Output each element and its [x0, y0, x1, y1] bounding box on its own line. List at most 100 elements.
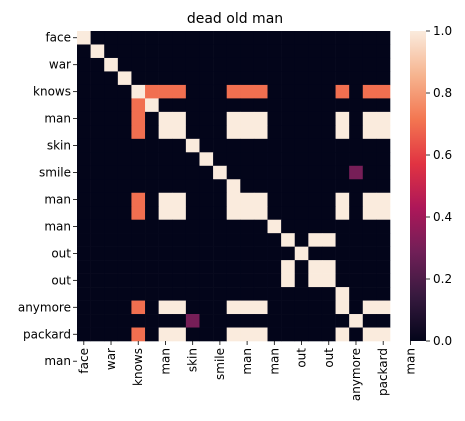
heatmap-cell — [308, 219, 323, 234]
heatmap-cell — [294, 125, 309, 140]
heatmap-cell — [172, 273, 187, 288]
heatmap-cell — [376, 314, 391, 328]
heatmap-cell — [185, 206, 200, 220]
heatmap-cell — [294, 246, 309, 261]
heatmap-cell — [90, 300, 105, 315]
heatmap-cell — [294, 57, 309, 72]
heatmap-cell — [308, 138, 323, 153]
heatmap-cell — [104, 57, 119, 72]
heatmap-cell — [145, 260, 159, 274]
heatmap-cell — [362, 111, 377, 126]
heatmap-cell — [308, 233, 323, 247]
heatmap-cell — [145, 152, 159, 167]
heatmap-cell — [131, 152, 146, 167]
heatmap-cell — [145, 138, 159, 153]
heatmap-cell — [294, 44, 309, 59]
heatmap-cell — [267, 165, 282, 180]
heatmap-cell — [145, 44, 159, 59]
heatmap-cell — [349, 206, 364, 220]
heatmap-cell — [117, 233, 132, 247]
heatmap-cell — [240, 98, 255, 113]
heatmap-cell — [117, 219, 132, 234]
heatmap-cell — [294, 314, 309, 328]
heatmap-cell — [117, 179, 132, 194]
heatmap-cell — [199, 327, 214, 342]
heatmap-cell — [294, 84, 309, 99]
heatmap-cell — [308, 192, 323, 207]
heatmap-cell — [104, 31, 119, 45]
heatmap-cell — [213, 287, 227, 301]
heatmap-cell — [185, 314, 200, 328]
heatmap-cell — [90, 273, 105, 288]
heatmap-cell — [308, 327, 323, 342]
heatmap-cell — [240, 219, 255, 234]
heatmap-cell — [349, 71, 364, 86]
heatmap-cell — [77, 192, 91, 207]
heatmap-cell — [104, 192, 119, 207]
heatmap-cell — [131, 44, 146, 59]
heatmap-cell — [267, 300, 282, 315]
heatmap-cell — [117, 287, 132, 301]
x-tick-label: man — [158, 348, 172, 375]
heatmap-cell — [349, 138, 364, 153]
heatmap-cell — [253, 327, 268, 342]
heatmap-cell — [240, 111, 255, 126]
heatmap-cell — [267, 125, 282, 140]
heatmap-cell — [131, 165, 146, 180]
heatmap-cell — [335, 111, 350, 126]
heatmap-cell — [104, 287, 119, 301]
heatmap-cell — [199, 233, 214, 247]
x-tick-label: man — [240, 348, 254, 375]
heatmap-cell — [145, 71, 159, 86]
heatmap-cell — [308, 84, 323, 99]
heatmap-cell — [349, 125, 364, 140]
heatmap-cell — [281, 260, 296, 274]
heatmap-cell — [117, 165, 132, 180]
heatmap-cell — [213, 84, 227, 99]
heatmap-cell — [90, 314, 105, 328]
heatmap-cell — [117, 57, 132, 72]
heatmap-cell — [349, 273, 364, 288]
heatmap-cell — [321, 314, 336, 328]
heatmap-cell — [226, 314, 241, 328]
heatmap-cell — [349, 84, 364, 99]
heatmap-cell — [145, 98, 159, 113]
heatmap-cell — [172, 260, 187, 274]
heatmap-cell — [308, 273, 323, 288]
heatmap-cell — [321, 192, 336, 207]
heatmap-cell — [362, 273, 377, 288]
heatmap-cell — [117, 44, 132, 59]
heatmap-cell — [172, 219, 187, 234]
heatmap-cell — [281, 192, 296, 207]
heatmap-cell — [213, 125, 227, 140]
heatmap-cell — [281, 273, 296, 288]
heatmap-cell — [104, 111, 119, 126]
heatmap-cell — [172, 57, 187, 72]
heatmap-cell — [267, 138, 282, 153]
heatmap-cell — [349, 192, 364, 207]
heatmap-cell — [131, 327, 146, 342]
heatmap-cell — [226, 31, 241, 45]
heatmap-cell — [267, 287, 282, 301]
heatmap-cell — [158, 192, 173, 207]
heatmap-cell — [158, 111, 173, 126]
heatmap-cell — [362, 98, 377, 113]
heatmap-cell — [335, 138, 350, 153]
heatmap-cell — [104, 44, 119, 59]
heatmap-cell — [172, 314, 187, 328]
heatmap-cell — [77, 44, 91, 59]
heatmap-cell — [158, 57, 173, 72]
heatmap-cell — [335, 152, 350, 167]
heatmap-cell — [335, 300, 350, 315]
heatmap-cell — [321, 44, 336, 59]
heatmap-cell — [104, 314, 119, 328]
heatmap-cell — [185, 165, 200, 180]
heatmap-cell — [281, 71, 296, 86]
heatmap-cell — [213, 44, 227, 59]
heatmap-cell — [267, 206, 282, 220]
heatmap-cell — [104, 246, 119, 261]
heatmap-cell — [199, 152, 214, 167]
heatmap-cell — [145, 125, 159, 140]
x-tick-label: smile — [213, 348, 227, 380]
heatmap-cell — [240, 71, 255, 86]
